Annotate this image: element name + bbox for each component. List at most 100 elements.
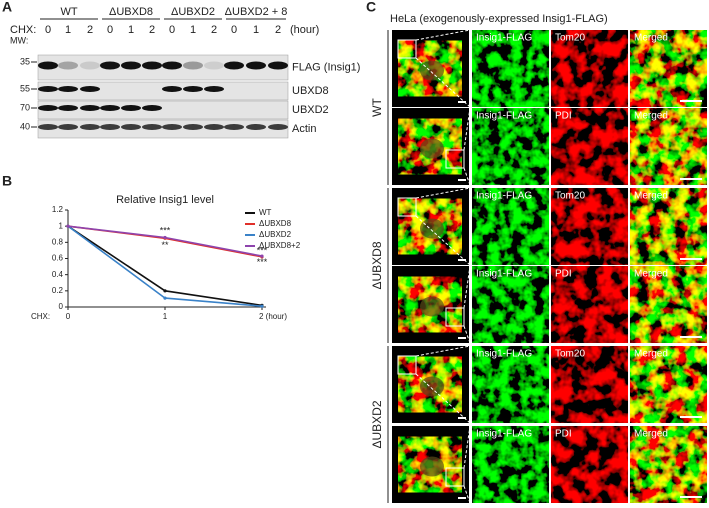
band: [268, 61, 288, 70]
micrograph: [472, 266, 549, 343]
micrograph: [551, 30, 628, 107]
condition-label: ΔUBXD8: [370, 241, 384, 289]
zoom-line: [415, 345, 471, 357]
zoom-line: [463, 325, 471, 344]
micrograph: [472, 30, 549, 107]
channel-label: Insig1-FLAG: [476, 33, 532, 44]
band: [38, 61, 58, 70]
lane-label: 2: [275, 24, 281, 36]
channel-label: Tom20: [555, 191, 585, 202]
lane-label: 1: [253, 24, 259, 36]
band: [224, 124, 244, 130]
zoom-box: [397, 39, 417, 59]
panel-label: C: [366, 0, 376, 15]
group-label: ΔUBXD2 + 8: [225, 6, 288, 18]
band: [121, 105, 141, 111]
band: [142, 124, 162, 130]
legend-label: ΔUBXD8+2: [259, 241, 301, 250]
micrograph: [630, 266, 707, 343]
x-tick-label: 0: [66, 312, 71, 321]
blot: [37, 54, 289, 81]
panel-label: A: [2, 0, 12, 15]
micrograph: [472, 426, 549, 503]
band: [38, 86, 58, 92]
annotation: ***: [257, 246, 268, 256]
condition-label: WT: [370, 98, 384, 117]
blot-name: UBXD2: [292, 104, 329, 116]
lane-label: 0: [231, 24, 237, 36]
point: [260, 304, 264, 308]
condition-label: ΔUBXD2: [370, 400, 384, 448]
band: [162, 124, 182, 130]
annotation: ***: [160, 225, 171, 235]
mw-value: 70: [20, 102, 30, 112]
channel-label: PDI: [555, 269, 572, 280]
y-tick-label: 0.6: [52, 254, 64, 263]
micrograph: [472, 346, 549, 423]
band: [100, 105, 120, 111]
band: [268, 124, 288, 130]
point: [163, 289, 167, 293]
band: [142, 61, 162, 70]
band: [162, 61, 182, 70]
micrograph: [630, 426, 707, 503]
band: [100, 124, 120, 130]
band: [58, 86, 78, 92]
micrograph: [630, 30, 707, 107]
point: [163, 235, 167, 240]
band: [183, 86, 203, 92]
band: [38, 124, 58, 130]
channel-label: Insig1-FLAG: [476, 269, 532, 280]
zoom-line: [415, 373, 471, 424]
zoom-line: [463, 265, 471, 309]
zoom-line: [463, 485, 471, 504]
band: [80, 86, 100, 92]
micrograph: [630, 108, 707, 185]
micrograph: [551, 188, 628, 265]
band: [58, 124, 78, 130]
zoom-line: [463, 167, 471, 186]
band: [58, 61, 78, 70]
channel-label: Insig1-FLAG: [476, 111, 532, 122]
annotation: **: [161, 240, 169, 250]
nucleus: [420, 456, 444, 477]
legend-label: ΔUBXD8: [259, 219, 292, 228]
legend-label: WT: [259, 208, 272, 217]
lane-label: 0: [169, 24, 175, 36]
micrograph: [630, 188, 707, 265]
panel-label: B: [2, 173, 12, 189]
micrograph: [551, 426, 628, 503]
micrograph: [551, 346, 628, 423]
band: [80, 61, 100, 70]
blot: [37, 81, 289, 101]
zoom-box: [397, 355, 417, 375]
micrograph: [630, 346, 707, 423]
group-label: WT: [60, 6, 77, 18]
channel-label: Merged: [634, 33, 668, 44]
band: [204, 61, 224, 70]
point: [260, 254, 264, 258]
y-tick-label: 1: [59, 221, 64, 230]
band: [100, 61, 120, 70]
lane-label: 0: [107, 24, 113, 36]
zoom-line: [415, 187, 471, 199]
channel-label: PDI: [555, 429, 572, 440]
blot: [37, 100, 289, 120]
channel-label: Merged: [634, 191, 668, 202]
band: [204, 86, 224, 92]
band: [121, 124, 141, 130]
micrograph: [551, 266, 628, 343]
blot-name: Actin: [292, 123, 316, 135]
band: [80, 124, 100, 130]
band: [183, 61, 203, 70]
legend-label: ΔUBXD2: [259, 230, 292, 239]
zoom-box: [445, 149, 465, 169]
band: [183, 124, 203, 130]
point: [66, 224, 70, 228]
zoom-line: [415, 215, 471, 266]
zoom-line: [463, 425, 471, 469]
group-label: ΔUBXD8: [109, 6, 153, 18]
band: [142, 105, 162, 111]
channel-label: PDI: [555, 111, 572, 122]
